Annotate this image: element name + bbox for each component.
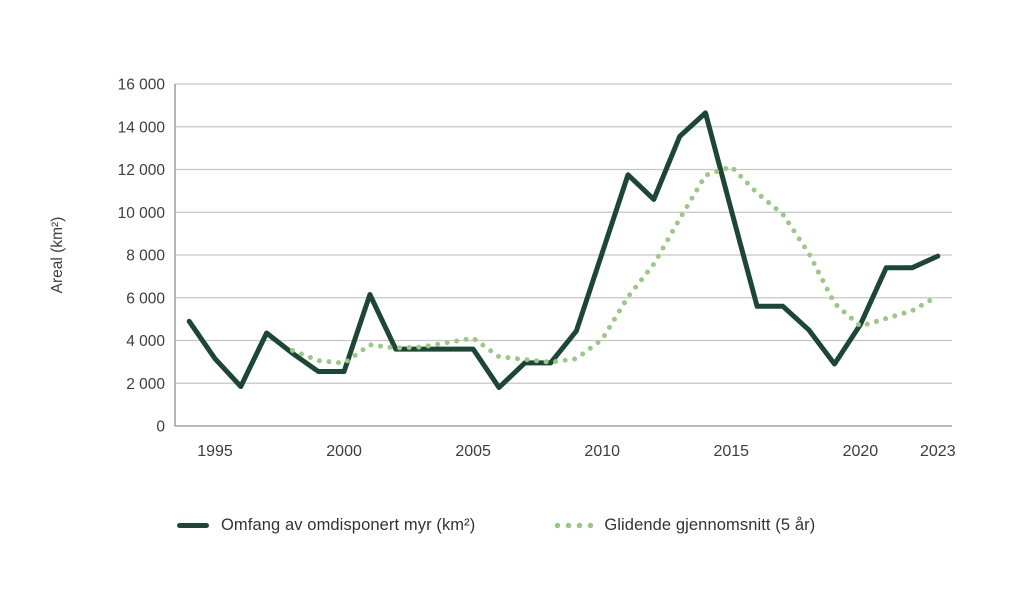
legend-label-glidende: Glidende gjennomsnitt (5 år) (604, 516, 816, 534)
x-tick-label: 1995 (197, 443, 233, 460)
x-tick-label: 2020 (843, 443, 879, 460)
legend-label-omfang: Omfang av omdisponert myr (km²) (221, 516, 476, 534)
y-tick-label: 16 000 (118, 77, 166, 94)
main-series-line (186, 110, 941, 390)
y-tick-label: 12 000 (118, 162, 166, 179)
chart-canvas: 0 2 000 4 000 6 000 8 000 10 000 12 000 14 000 1… (49, 77, 956, 461)
y-tick-label: 6 000 (126, 290, 165, 307)
y-tick-label: 2 000 (126, 376, 165, 393)
chart-legend: Omfang av omdisponert myr (km²) Glidende… (177, 516, 815, 535)
y-tick-label: 4 000 (126, 333, 165, 350)
x-tick-label: 2005 (455, 443, 491, 460)
x-tick-label: 2023 (920, 443, 956, 460)
x-tick-label: 2010 (584, 443, 620, 460)
x-tick-label: 2000 (326, 443, 362, 460)
x-tick-label: 2015 (713, 443, 749, 460)
legend-item-omfang: Omfang av omdisponert myr (km²) (177, 516, 475, 535)
legend-item-glidende: Glidende gjennomsnitt (5 år) (551, 516, 815, 535)
y-tick-label: 14 000 (118, 119, 166, 136)
dotted-line-swatch (551, 522, 594, 529)
y-axis-title: Areal (km²) (49, 217, 66, 294)
moving-average-line (290, 164, 941, 366)
y-tick-label: 8 000 (126, 248, 165, 265)
solid-line-swatch (177, 523, 209, 528)
y-tick-label: 10 000 (118, 205, 166, 222)
y-tick-label: 0 (156, 419, 165, 436)
